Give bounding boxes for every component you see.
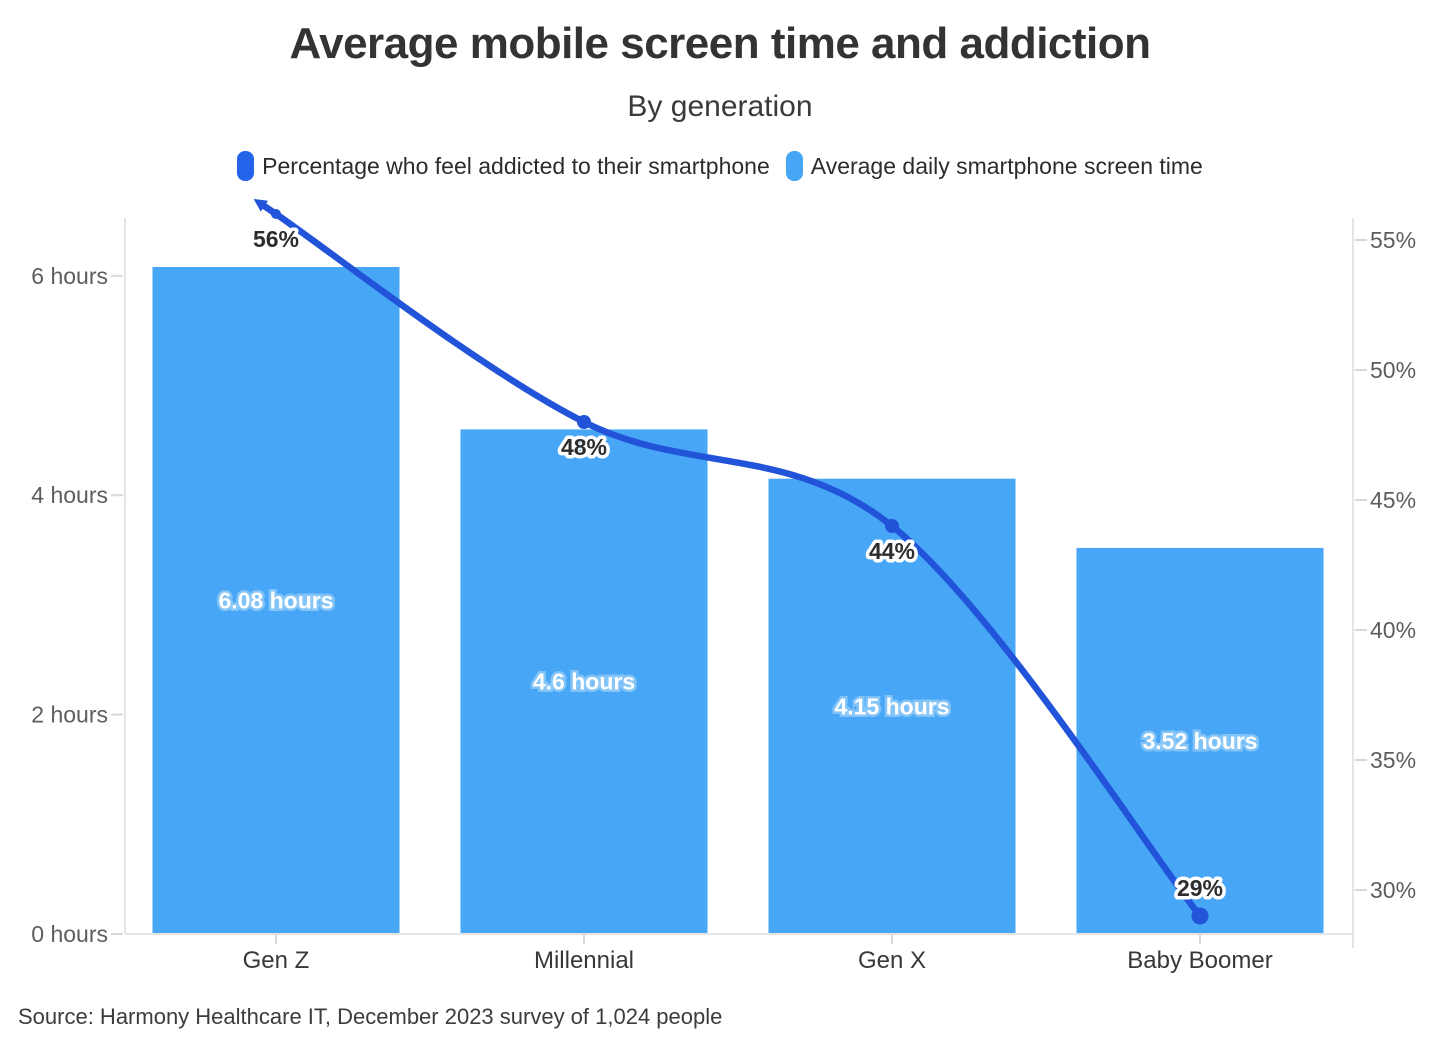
category-label-baby-boomer: Baby Boomer [1127, 947, 1272, 974]
line-point-gen-z [271, 209, 281, 219]
line-point-label-baby-boomer: 29% [1177, 875, 1223, 901]
right-tick-label-30: 30% [1370, 877, 1416, 903]
right-tick-label-55: 55% [1370, 227, 1416, 253]
bar-value-label-gen-x: 4.15 hours [834, 693, 949, 719]
bar-millennial [460, 429, 708, 934]
line-point-label-millennial: 48% [561, 434, 607, 460]
line-point-label-gen-x: 44% [869, 538, 915, 564]
chart-subtitle: By generation [627, 90, 813, 123]
bar-gen-x [768, 478, 1016, 934]
bar-baby-boomer [1076, 547, 1324, 934]
legend-item-addiction: Percentage who feel addicted to their sm… [237, 151, 770, 181]
bar-value-label-gen-z: 6.08 hours [218, 588, 333, 614]
category-label-millennial: Millennial [534, 947, 634, 974]
bar-value-label-baby-boomer: 3.52 hours [1142, 728, 1257, 754]
bar-gen-z [152, 267, 400, 934]
bar-value-label-millennial: 4.6 hours [533, 669, 635, 695]
right-tick-label-45: 45% [1370, 487, 1416, 513]
line-point-gen-x [885, 519, 899, 533]
line-start-arrowhead-icon [253, 198, 268, 212]
right-tick-label-40: 40% [1370, 617, 1416, 643]
legend-swatch-screen-time-icon [785, 151, 803, 181]
left-tick-label-2: 2 hours [31, 702, 108, 728]
category-label-gen-x: Gen X [858, 947, 926, 974]
legend-label-addiction: Percentage who feel addicted to their sm… [262, 152, 770, 179]
left-tick-label-6: 6 hours [31, 263, 108, 289]
legend-label-screen-time: Average daily smartphone screen time [810, 152, 1203, 179]
legend-item-screen-time: Average daily smartphone screen time [785, 151, 1203, 181]
legend-swatch-addiction-icon [237, 151, 255, 181]
right-tick-label-50: 50% [1370, 357, 1416, 383]
line-point-millennial [577, 415, 591, 429]
right-tick-label-35: 35% [1370, 747, 1416, 773]
line-point-baby-boomer [1191, 907, 1209, 925]
chart-title: Average mobile screen time and addiction [289, 19, 1151, 68]
chart-legend: Percentage who feel addicted to their sm… [0, 151, 1440, 181]
left-tick-label-0: 0 hours [31, 921, 108, 947]
source-note: Source: Harmony Healthcare IT, December … [18, 1004, 723, 1029]
line-point-label-gen-z: 56% [253, 226, 299, 252]
left-tick-label-4: 4 hours [31, 482, 108, 508]
category-label-gen-z: Gen Z [243, 947, 310, 974]
addiction-line [272, 210, 1204, 920]
